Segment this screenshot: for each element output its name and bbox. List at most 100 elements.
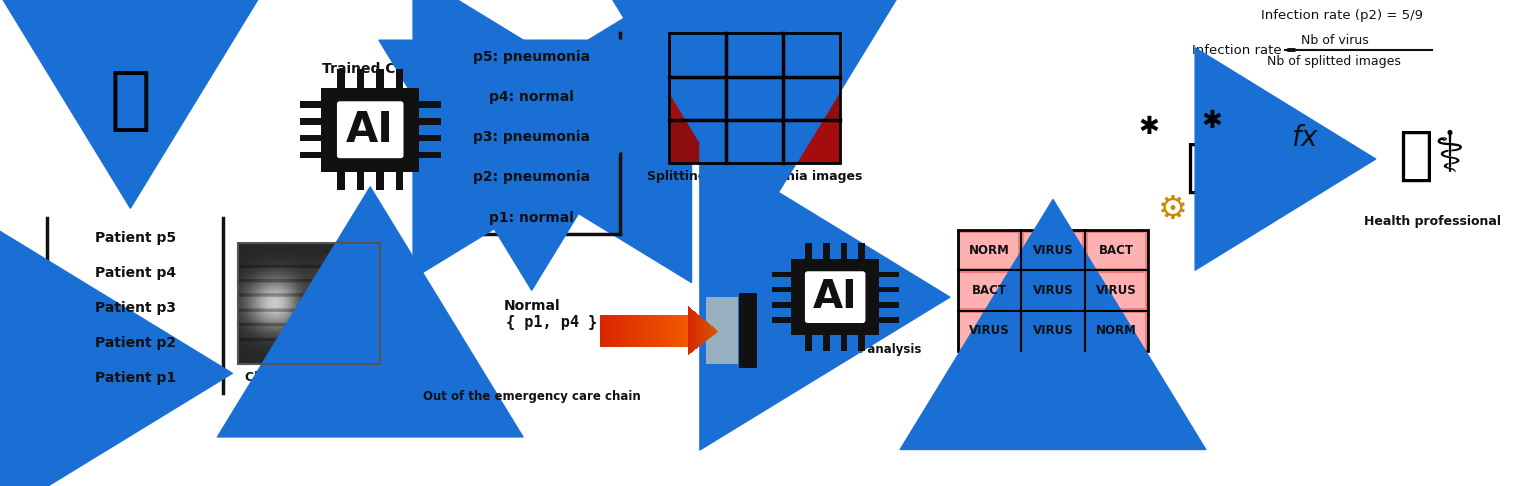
Bar (669, 78, 725, 119)
Text: AI: AI (346, 109, 394, 151)
Text: p2: pneumonia: p2: pneumonia (472, 171, 591, 185)
Text: Splitting of pneumonia images: Splitting of pneumonia images (646, 170, 862, 183)
Bar (879, 317, 899, 323)
Text: Patient p1: Patient p1 (95, 371, 175, 385)
Bar (957, 230, 1148, 351)
Bar (337, 172, 345, 190)
Text: Health professional: Health professional (1364, 215, 1501, 228)
Bar (357, 69, 365, 88)
Text: Pneumonia: Pneumonia (671, 133, 754, 146)
Bar (357, 172, 365, 190)
Bar (739, 293, 757, 368)
Text: Trained CNN: Trained CNN (322, 63, 419, 76)
Text: VIRUS: VIRUS (970, 324, 1010, 337)
Text: p3: pneumonia: p3: pneumonia (472, 130, 591, 144)
Bar (960, 313, 1019, 348)
Text: BACT: BACT (1099, 244, 1134, 257)
FancyBboxPatch shape (805, 271, 865, 323)
Bar (823, 243, 830, 260)
Bar (669, 34, 840, 163)
Text: RNN: RNN (802, 226, 836, 240)
Text: p4: normal: p4: normal (489, 90, 574, 104)
Text: NORM: NORM (1096, 324, 1137, 337)
Bar (396, 172, 403, 190)
Text: VIRUS: VIRUS (1096, 284, 1137, 297)
Text: Patient p2: Patient p2 (95, 336, 175, 350)
Bar (879, 302, 899, 308)
Bar (726, 35, 782, 76)
Text: ✱: ✱ (1137, 115, 1159, 139)
Text: Nb of splitted images: Nb of splitted images (1268, 55, 1402, 69)
Text: p5: pneumonia: p5: pneumonia (472, 50, 591, 64)
Bar (960, 273, 1019, 308)
Bar (840, 243, 848, 260)
Bar (239, 243, 380, 364)
Bar (783, 121, 839, 162)
Bar (726, 121, 782, 162)
Bar (419, 118, 440, 124)
Bar (300, 152, 322, 158)
Bar (322, 88, 419, 172)
Text: Nb of virus: Nb of virus (1300, 34, 1368, 47)
Bar (879, 287, 899, 293)
Bar (771, 272, 791, 278)
Text: Chest X-ray image: Chest X-ray image (245, 371, 372, 384)
Bar (377, 69, 383, 88)
Bar (669, 35, 725, 76)
Text: VIRUS: VIRUS (1033, 284, 1073, 297)
Bar (726, 78, 782, 119)
Bar (377, 172, 383, 190)
Bar (337, 69, 345, 88)
Text: AI: AI (813, 278, 857, 316)
Text: Patient p3: Patient p3 (95, 301, 175, 315)
Bar (805, 243, 813, 260)
Bar (1088, 313, 1145, 348)
Bar (823, 335, 830, 351)
Text: ⚙: ⚙ (1157, 193, 1188, 226)
Text: Patient p4: Patient p4 (95, 266, 175, 280)
Bar (840, 335, 848, 351)
Text: VIRUS: VIRUS (1033, 324, 1073, 337)
Text: { p2, p3, p5 }: { p2, p3, p5 } (696, 16, 814, 31)
Bar (706, 297, 739, 364)
Bar (960, 233, 1019, 268)
Text: Patient p5: Patient p5 (95, 231, 175, 245)
Bar (1023, 233, 1082, 268)
Bar (300, 102, 322, 108)
Text: $\mathit{fx}$: $\mathit{fx}$ (1291, 124, 1319, 152)
Text: 👨‍⚕️: 👨‍⚕️ (1399, 126, 1465, 183)
Text: NORM: NORM (970, 244, 1010, 257)
Text: Normal: Normal (503, 298, 560, 312)
Text: p1: normal: p1: normal (489, 210, 574, 225)
Text: 🤧: 🤧 (109, 67, 151, 134)
Text: Matrix of contamination: Matrix of contamination (973, 358, 1133, 371)
Text: { p1, p4 }: { p1, p4 } (506, 315, 597, 330)
Bar (419, 135, 440, 141)
Bar (669, 34, 840, 163)
Bar (396, 69, 403, 88)
Bar (419, 152, 440, 158)
FancyBboxPatch shape (337, 101, 403, 158)
Bar (859, 335, 865, 351)
Text: Out of the emergency care chain: Out of the emergency care chain (423, 390, 640, 403)
Bar (419, 102, 440, 108)
Text: Infection rate (p2) = 5/9: Infection rate (p2) = 5/9 (1260, 9, 1424, 21)
Text: Deep sub-images analysis: Deep sub-images analysis (749, 344, 922, 356)
Text: ✱: ✱ (1202, 109, 1222, 133)
Bar (300, 135, 322, 141)
Bar (879, 272, 899, 278)
Text: BACT: BACT (971, 284, 1007, 297)
Bar (1088, 273, 1145, 308)
Bar (783, 35, 839, 76)
Bar (300, 118, 322, 124)
Bar (783, 78, 839, 119)
Bar (771, 302, 791, 308)
Text: Infection rate =: Infection rate = (1193, 44, 1302, 57)
Bar (859, 243, 865, 260)
Bar (1023, 273, 1082, 308)
Bar (771, 287, 791, 293)
Bar (1088, 233, 1145, 268)
Text: 🫁: 🫁 (1185, 139, 1220, 196)
Bar (1023, 313, 1082, 348)
Bar (669, 121, 725, 162)
